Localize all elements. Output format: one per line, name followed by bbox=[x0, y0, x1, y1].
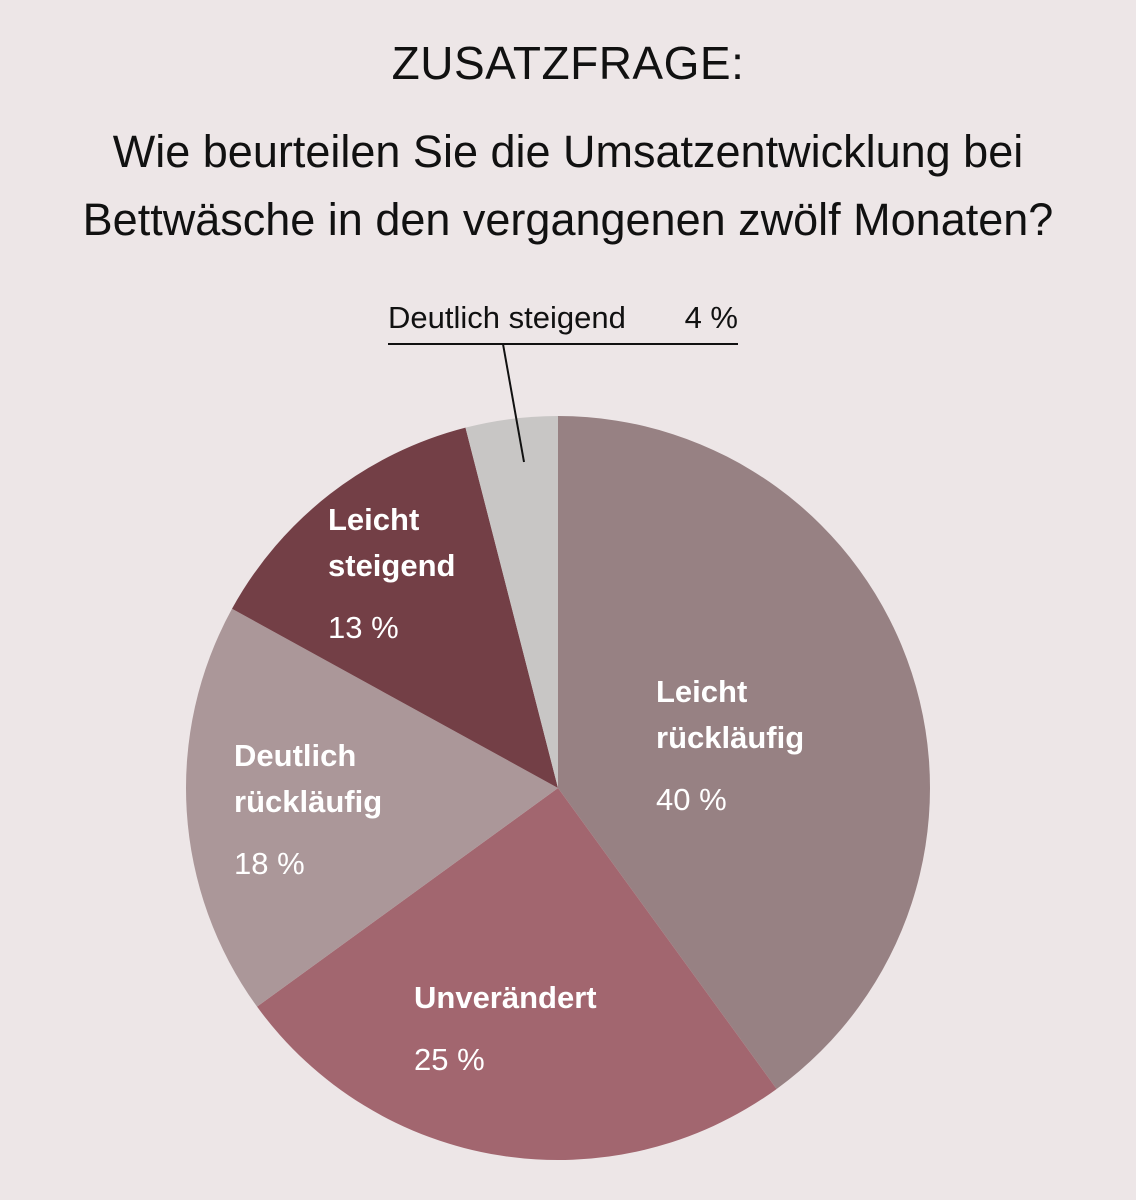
slice-label-unveraendert-line-1: Unverändert bbox=[414, 980, 597, 1015]
pie-slice-deutlich-steigend bbox=[465, 416, 558, 788]
slice-value-unveraendert: 25 % bbox=[414, 1042, 485, 1077]
slice-label-deutlich-ruecklaeufig-line-2: rückläufig bbox=[234, 784, 382, 819]
slice-label-deutlich-ruecklaeufig-line-1: Deutlich bbox=[234, 738, 356, 773]
pie-callout: Deutlich steigend 4 % bbox=[388, 300, 738, 463]
pie-slice-leicht-steigend bbox=[232, 427, 558, 788]
callout-value-deutlich-steigend: 4 % bbox=[685, 300, 738, 335]
pie-slice-unveraendert bbox=[257, 788, 777, 1161]
slice-label-leicht-steigend-line-1: Leicht bbox=[328, 502, 419, 537]
callout-leader-line bbox=[502, 343, 525, 463]
pie-slice-leicht-ruecklaeufig bbox=[558, 416, 930, 1089]
pie-slice-deutlich-ruecklaeufig bbox=[186, 608, 558, 1007]
pie-labels: Leicht rückläufig 40 % Unverändert 25 % Deutl… bbox=[234, 502, 804, 1077]
question-line-2: Bettwäsche in den vergangenen zwölf Mona… bbox=[82, 194, 1054, 245]
pie-slices bbox=[186, 416, 930, 1161]
slice-value-leicht-steigend: 13 % bbox=[328, 610, 399, 645]
slice-label-leicht-ruecklaeufig-line-2: rückläufig bbox=[656, 720, 804, 755]
slice-label-leicht-ruecklaeufig-line-1: Leicht bbox=[656, 674, 747, 709]
callout-label-deutlich-steigend: Deutlich steigend bbox=[388, 300, 626, 335]
slice-value-leicht-ruecklaeufig: 40 % bbox=[656, 782, 727, 817]
chart-kicker: ZUSATZFRAGE: bbox=[391, 37, 745, 89]
slice-value-deutlich-ruecklaeufig: 18 % bbox=[234, 846, 305, 881]
chart-question: Wie beurteilen Sie die Umsatzentwicklung… bbox=[0, 118, 1136, 254]
slice-label-leicht-steigend-line-2: steigend bbox=[328, 548, 455, 583]
question-line-1: Wie beurteilen Sie die Umsatzentwicklung… bbox=[112, 126, 1024, 177]
